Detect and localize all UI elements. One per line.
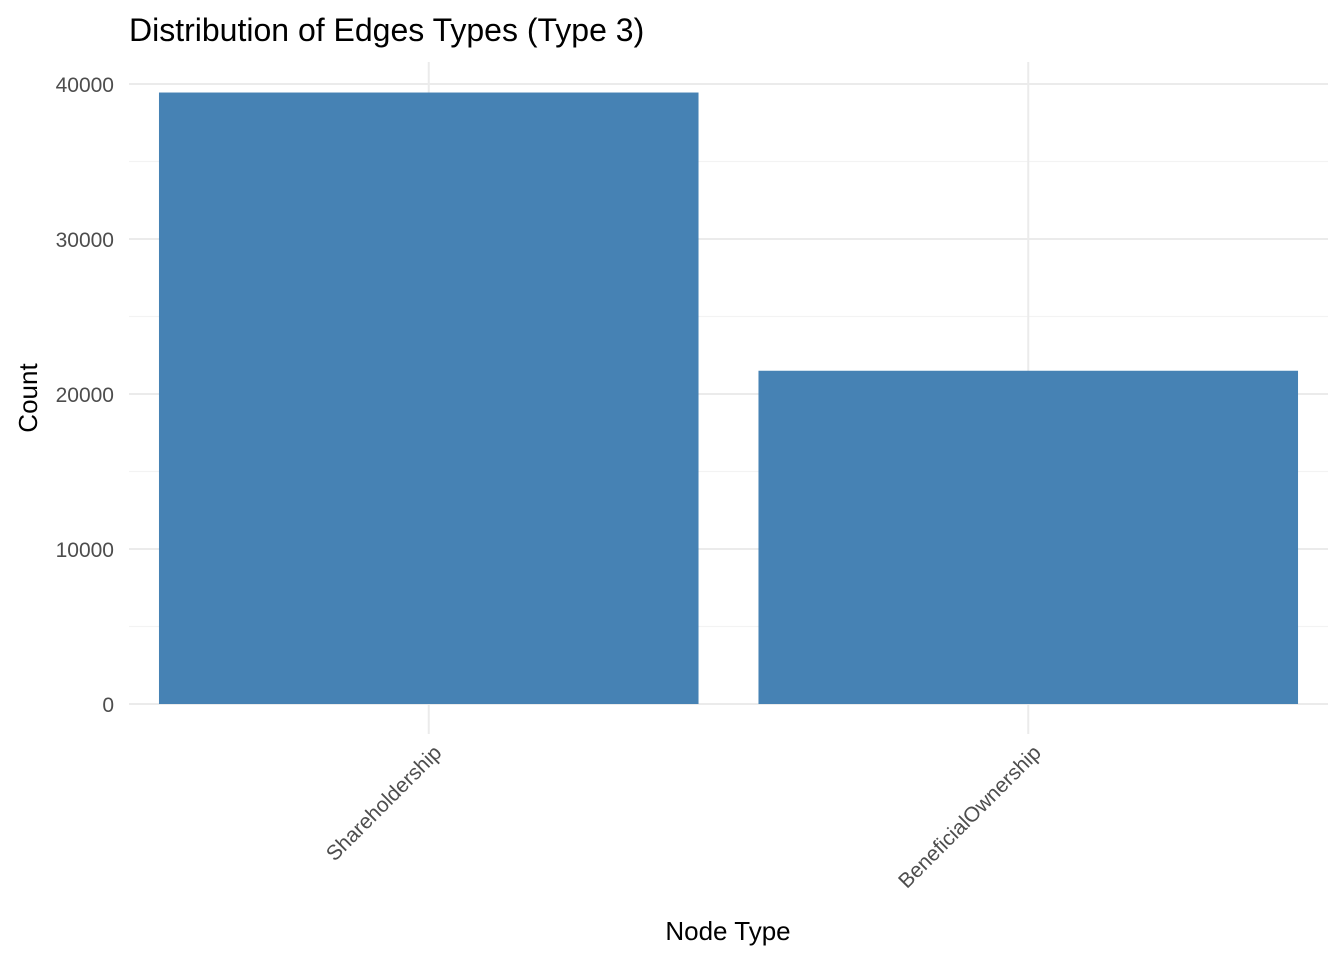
bar xyxy=(758,370,1299,704)
bars xyxy=(158,92,1299,704)
y-axis-ticks: 0 10000 20000 30000 40000 xyxy=(56,74,114,717)
y-tick-label: 20000 xyxy=(56,384,114,407)
x-tick-label: BeneficialOwnership xyxy=(894,741,1046,893)
x-tick-label: Shareholdership xyxy=(322,741,446,865)
y-axis-title: Count xyxy=(13,363,43,433)
y-tick-label: 40000 xyxy=(56,74,114,97)
bar xyxy=(158,92,699,704)
chart-title: Distribution of Edges Types (Type 3) xyxy=(129,12,644,48)
y-tick-label: 0 xyxy=(102,694,114,717)
x-axis-title: Node Type xyxy=(665,916,790,946)
x-axis-ticks: Shareholdership BeneficialOwnership xyxy=(322,741,1046,893)
y-tick-label: 10000 xyxy=(56,539,114,562)
y-tick-label: 30000 xyxy=(56,229,114,252)
